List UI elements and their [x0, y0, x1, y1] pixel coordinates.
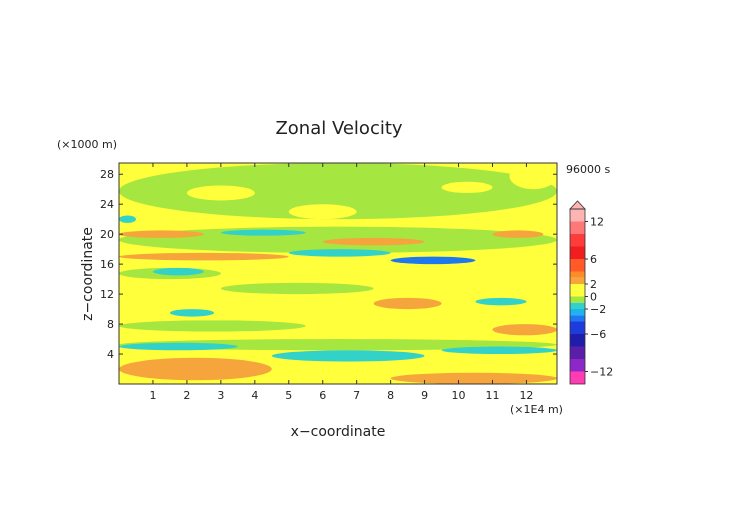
x-tick-label: 2: [183, 389, 190, 402]
velocity-feature: [152, 267, 204, 276]
velocity-feature: [390, 256, 476, 265]
velocity-field: [119, 163, 557, 384]
colorbar-segment: [570, 309, 585, 316]
velocity-feature: [237, 294, 306, 310]
colorbar-segment: [570, 209, 585, 222]
x-tick-label: 1: [149, 389, 156, 402]
colorbar-tick-label: −12: [590, 366, 613, 379]
velocity-feature: [441, 346, 557, 355]
x-tick-label: 4: [251, 389, 258, 402]
colorbar-segment: [570, 271, 585, 278]
colorbar-segment: [570, 246, 585, 259]
x-tick-label: 11: [485, 389, 499, 402]
x-tick-label: 6: [319, 389, 326, 402]
colorbar-segment: [570, 259, 585, 272]
y-unit-label: (×1000 m): [57, 138, 117, 151]
chart-title: Zonal Velocity: [275, 118, 402, 139]
x-tick-label: 12: [519, 389, 533, 402]
y-tick-label: 20: [100, 228, 114, 241]
velocity-feature: [492, 324, 557, 336]
x-tick-label: 7: [353, 389, 360, 402]
y-tick-label: 28: [100, 168, 114, 181]
velocity-feature: [119, 320, 306, 332]
time-label: 96000 s: [566, 163, 610, 176]
colorbar-segment: [570, 302, 585, 309]
x-tick-label: 9: [421, 389, 428, 402]
velocity-feature: [119, 357, 272, 381]
velocity-feature: [390, 372, 557, 384]
velocity-feature: [119, 342, 238, 351]
velocity-feature: [288, 204, 357, 220]
colorbar-segment: [570, 346, 585, 359]
colorbar-segment: [570, 371, 585, 384]
y-tick-label: 12: [100, 288, 114, 301]
y-tick-label: 16: [100, 258, 114, 271]
colorbar-segment: [570, 315, 585, 322]
velocity-feature: [220, 229, 306, 236]
colorbar: 12 6 20−2 −6 −12: [569, 200, 613, 385]
colorbar-tick-label: 0: [590, 291, 597, 304]
velocity-feature: [356, 271, 527, 287]
velocity-feature: [152, 286, 221, 302]
velocity-feature: [119, 163, 557, 220]
velocity-feature: [373, 297, 442, 310]
colorbar-tick-label: 2: [590, 278, 597, 291]
x-axis-label: x−coordinate: [291, 424, 386, 440]
velocity-feature: [441, 181, 493, 193]
y-tick-label: 24: [100, 198, 114, 211]
velocity-feature: [492, 230, 544, 238]
x-axis-ticks: 1 2 3 4 5 6 7 8 9 10 11 12: [149, 163, 533, 402]
y-tick-label: 4: [107, 348, 114, 361]
x-tick-label: 10: [452, 389, 466, 402]
velocity-feature: [271, 350, 425, 362]
x-tick-label: 3: [217, 389, 224, 402]
colorbar-segment: [570, 221, 585, 234]
colorbar-tick-label: 12: [590, 216, 604, 229]
colorbar-segment: [570, 321, 585, 334]
y-axis-ticks: 4 8 12 16 20 24 28: [100, 168, 557, 361]
y-tick-label: 8: [107, 318, 114, 331]
colorbar-segment: [570, 234, 585, 247]
x-tick-label: 5: [285, 389, 292, 402]
velocity-feature: [475, 297, 527, 306]
colorbar-segment: [570, 359, 585, 372]
colorbar-segment: [570, 277, 585, 284]
colorbar-tick-label: −2: [590, 303, 606, 316]
velocity-feature: [169, 309, 215, 317]
velocity-feature: [119, 215, 136, 223]
velocity-feature: [322, 237, 425, 246]
colorbar-tick-label: 6: [590, 253, 597, 266]
velocity-feature: [509, 163, 557, 190]
velocity-feature: [288, 249, 391, 257]
colorbar-segment: [570, 290, 585, 297]
velocity-feature: [186, 185, 255, 201]
x-tick-label: 8: [387, 389, 394, 402]
colorbar-segment: [570, 334, 585, 347]
colorbar-extend-arrow: [569, 200, 586, 210]
colorbar-tick-label: −6: [590, 328, 606, 341]
x-unit-label: (×1E4 m): [510, 403, 563, 416]
y-axis-label: z−coordinate: [80, 227, 96, 321]
plot-frame: [118, 162, 558, 385]
velocity-feature: [220, 282, 374, 295]
colorbar-segment: [570, 296, 585, 303]
velocity-feature: [119, 252, 289, 261]
velocity-feature: [119, 230, 204, 238]
colorbar-segment: [570, 284, 585, 291]
